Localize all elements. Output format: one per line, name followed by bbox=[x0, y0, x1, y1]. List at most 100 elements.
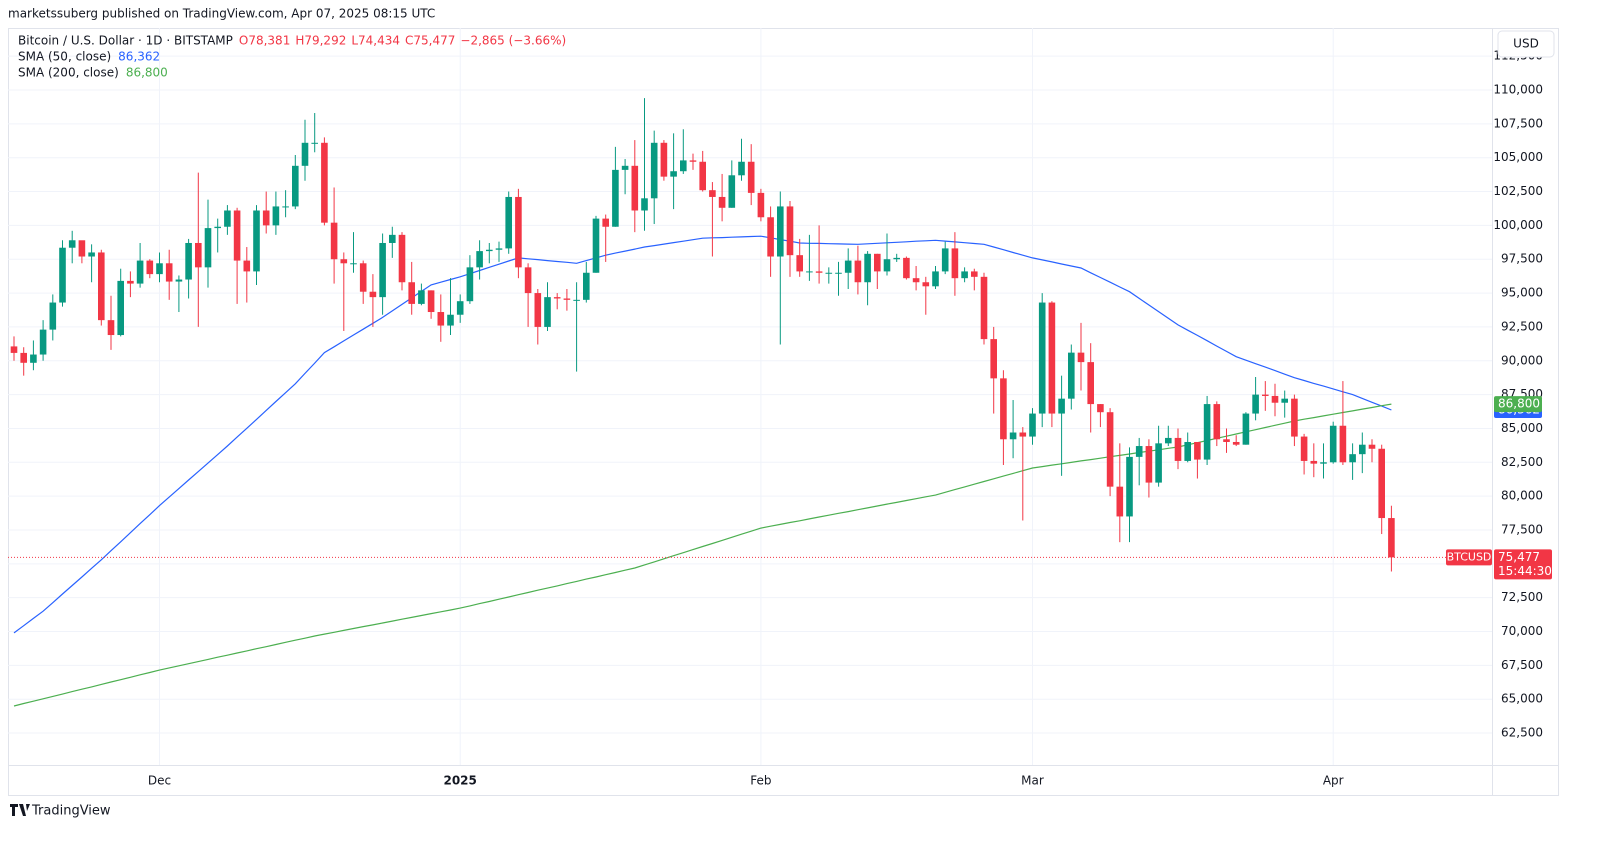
candle-body bbox=[874, 253, 881, 272]
currency-button[interactable] bbox=[1497, 30, 1555, 58]
candle-body bbox=[195, 242, 202, 268]
candle-body bbox=[243, 260, 251, 272]
legend: Bitcoin / U.S. Dollar · 1D · BITSTAMP O78… bbox=[18, 34, 566, 80]
legend-value: 86,800 bbox=[126, 66, 168, 80]
candle-body bbox=[524, 267, 532, 294]
candle-body bbox=[1097, 404, 1104, 413]
candle-body bbox=[1116, 486, 1124, 517]
candle-body bbox=[369, 291, 377, 298]
candle-body bbox=[864, 253, 871, 283]
candle-body bbox=[941, 248, 949, 272]
y-tick-label: 90,000 bbox=[1501, 353, 1543, 367]
candle-body bbox=[1058, 398, 1065, 414]
candle-body bbox=[1281, 398, 1288, 403]
candle-body bbox=[107, 320, 115, 336]
candle-body bbox=[767, 217, 774, 257]
candle-body bbox=[1068, 352, 1075, 399]
candle-body bbox=[340, 259, 348, 264]
candle-body bbox=[650, 142, 658, 199]
candle-body bbox=[398, 234, 406, 283]
candle-body bbox=[660, 142, 668, 177]
candle-body bbox=[78, 240, 86, 257]
plot bbox=[8, 98, 1492, 707]
candle-body bbox=[641, 198, 648, 211]
candle-body bbox=[1019, 432, 1027, 437]
candle-body bbox=[806, 271, 813, 273]
y-tick-label: 65,000 bbox=[1501, 692, 1543, 706]
candle-body bbox=[156, 263, 163, 275]
candle-body bbox=[505, 196, 512, 249]
candle-body bbox=[282, 206, 289, 208]
candle-body bbox=[301, 142, 309, 166]
symbol-badge bbox=[1446, 549, 1492, 566]
candle-body bbox=[1203, 404, 1211, 460]
candle-body bbox=[1262, 394, 1269, 396]
candle-body bbox=[1359, 444, 1366, 455]
candle-body bbox=[515, 196, 522, 268]
candle-body bbox=[883, 259, 891, 272]
candle-body bbox=[709, 190, 716, 197]
candle-body bbox=[20, 352, 27, 363]
legend-name: SMA (200, close) bbox=[18, 66, 119, 80]
y-tick-label: 72,500 bbox=[1501, 590, 1543, 604]
countdown-label: 15:44:30 bbox=[1498, 564, 1552, 578]
candle-body bbox=[971, 271, 978, 277]
candle-body bbox=[49, 302, 57, 330]
candle-body bbox=[747, 161, 755, 193]
candle-body bbox=[272, 206, 280, 226]
sma-badge bbox=[1494, 396, 1542, 413]
x-tick-label: Mar bbox=[1021, 774, 1044, 788]
candle-body bbox=[961, 271, 968, 279]
brand-logo bbox=[10, 804, 30, 816]
candle-body bbox=[835, 272, 842, 274]
candle-body bbox=[224, 210, 231, 227]
candle-body bbox=[1378, 448, 1385, 519]
candle-body bbox=[476, 251, 483, 268]
candle-body bbox=[136, 260, 144, 284]
candle-body bbox=[854, 260, 862, 283]
symbol-label: BTCUSD bbox=[1447, 550, 1492, 563]
y-tick-label: 80,000 bbox=[1501, 489, 1543, 503]
candle-body bbox=[292, 165, 299, 207]
candle-body bbox=[350, 263, 357, 265]
candle-body bbox=[495, 248, 503, 250]
candle-body bbox=[1135, 446, 1143, 457]
x-tick-label: 2025 bbox=[443, 774, 476, 788]
candle-body bbox=[1194, 441, 1201, 460]
candle-body bbox=[127, 280, 134, 284]
candle-body bbox=[1106, 412, 1114, 487]
x-tick-label: Feb bbox=[750, 774, 771, 788]
candle-body bbox=[1000, 378, 1007, 440]
currency-label[interactable]: USD bbox=[1513, 37, 1539, 51]
candle-body bbox=[117, 280, 124, 336]
candle-body bbox=[59, 247, 66, 303]
ohlc-value: L74,434 bbox=[351, 34, 400, 48]
candle-body bbox=[165, 263, 173, 282]
candle-body bbox=[175, 279, 183, 282]
candle-body bbox=[1038, 302, 1046, 414]
candle-body bbox=[796, 255, 803, 272]
candle-body bbox=[359, 263, 367, 292]
candle-body bbox=[1339, 425, 1347, 463]
y-tick-label: 100,000 bbox=[1493, 218, 1543, 232]
y-tick-label: 70,000 bbox=[1501, 624, 1543, 638]
candle-body bbox=[1349, 454, 1356, 463]
candle-body bbox=[563, 298, 571, 300]
candle-body bbox=[544, 297, 551, 327]
ohlc-value: O78,381 bbox=[239, 34, 290, 48]
candle-body bbox=[728, 175, 736, 208]
candle-body bbox=[408, 282, 415, 304]
candle-body bbox=[98, 252, 105, 321]
candle-body bbox=[1009, 432, 1017, 440]
chart-title: Bitcoin / U.S. Dollar · 1D · BITSTAMP bbox=[18, 34, 233, 48]
candle-body bbox=[214, 226, 221, 229]
candle-body bbox=[738, 161, 745, 176]
y-tick-label: 102,500 bbox=[1493, 184, 1543, 198]
candle-body bbox=[427, 290, 435, 313]
candle-body bbox=[825, 272, 833, 274]
x-tick-label: Dec bbox=[148, 774, 171, 788]
candle-body bbox=[912, 278, 920, 283]
candle-body bbox=[39, 329, 47, 355]
